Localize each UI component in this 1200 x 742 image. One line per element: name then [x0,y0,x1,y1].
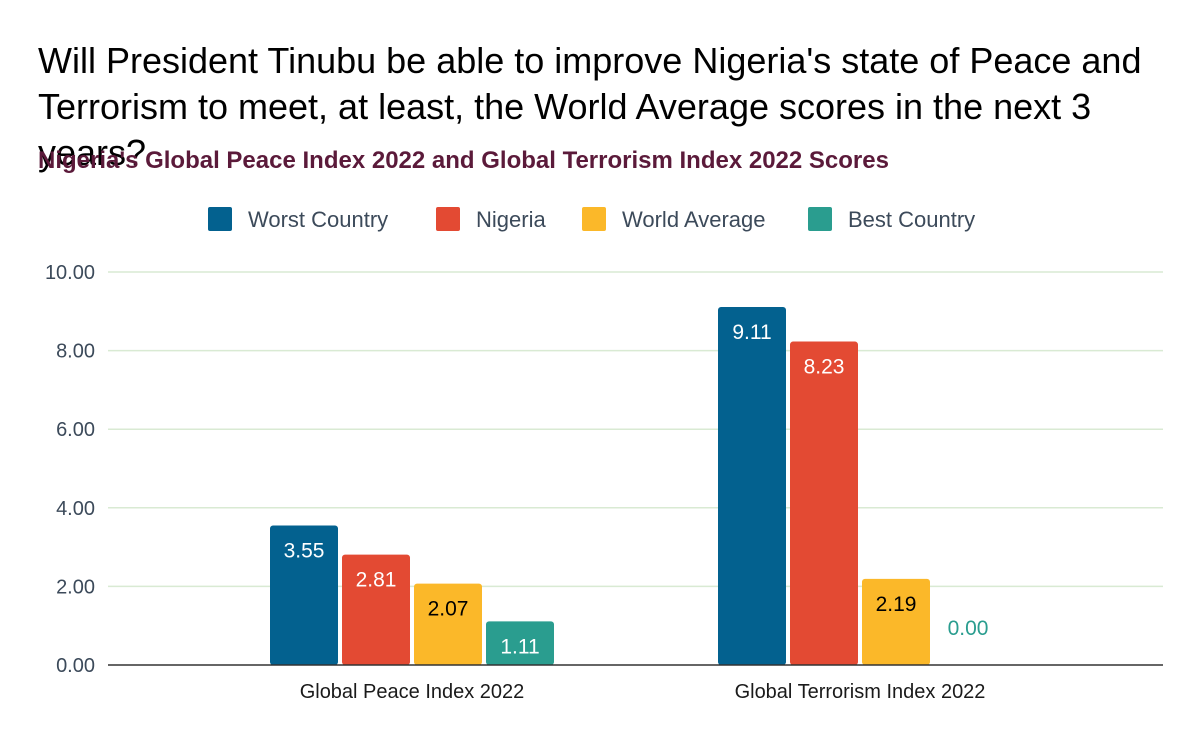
data-label: 2.19 [876,593,917,616]
bar [342,554,410,665]
page-title: Will President Tinubu be able to improve… [38,40,1142,173]
bar [718,306,786,665]
data-label: 0.00 [948,617,989,640]
data-label: 1.11 [500,635,539,658]
bar [486,621,554,665]
data-label: 2.07 [428,598,469,621]
legend-label: Nigeria [476,207,546,232]
chart-subtitle: Nigeria's Global Peace Index 2022 and Gl… [38,147,889,174]
bar [270,525,338,665]
data-label: 9.11 [732,321,771,344]
y-axis: 0.00 2.00 4.00 6.00 8.00 10.00 [45,262,95,677]
x-tick-label: Global Terrorism Index 2022 [735,681,986,703]
y-tick-label: 4.00 [56,498,95,520]
x-axis: Global Peace Index 2022 Global Terrorism … [108,664,1163,703]
legend-label: World Average [622,207,766,232]
legend-swatch [436,207,460,231]
data-label: 2.81 [356,569,397,592]
legend-label: Worst Country [248,207,388,232]
legend-swatch [582,207,606,231]
y-tick-label: 8.00 [56,341,95,363]
gridlines [108,271,1163,588]
x-tick-label: Global Peace Index 2022 [300,681,525,703]
legend: Worst Country Nigeria World Average Best Co… [208,207,975,232]
bar [790,341,858,665]
bar [414,583,482,665]
y-tick-label: 10.00 [45,262,95,284]
bar [862,578,930,665]
legend-label: Best Country [848,207,975,232]
legend-swatch [808,207,832,231]
y-tick-label: 6.00 [56,419,95,441]
data-label: 3.55 [284,539,325,562]
data-label: 8.23 [804,356,845,379]
legend-swatch [208,207,232,231]
bars: 3.55 2.81 2.07 1.11 9.11 8.23 2.19 0.00 [270,306,989,665]
y-tick-label: 0.00 [56,655,95,677]
y-tick-label: 2.00 [56,576,95,598]
